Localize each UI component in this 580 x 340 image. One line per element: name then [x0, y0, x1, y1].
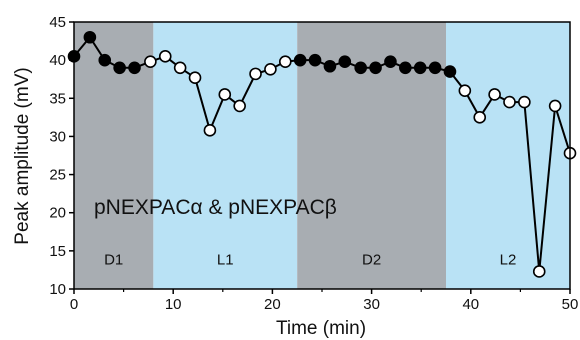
- data-point-filled: [308, 53, 322, 67]
- data-point-filled: [428, 61, 442, 75]
- y-axis-title: Peak amplitude (mV): [12, 67, 33, 244]
- series-layer: [67, 30, 577, 278]
- data-point-open: [503, 95, 516, 109]
- data-point-open: [458, 84, 472, 97]
- data-point-open: [473, 111, 487, 124]
- data-point-filled: [338, 55, 352, 68]
- y-tick-label: 15: [49, 243, 66, 260]
- y-tick-label: 25: [49, 167, 66, 184]
- data-point-open: [158, 50, 172, 63]
- region-label-d1: D1: [104, 252, 123, 269]
- x-tick-label: 0: [70, 296, 78, 313]
- data-point-filled: [113, 61, 126, 75]
- x-tick-label: 20: [264, 296, 281, 313]
- data-point-filled: [443, 65, 457, 78]
- data-point-filled: [98, 53, 112, 67]
- data-point-open: [188, 71, 202, 84]
- chart-annotation: pNEXPACα & pNEXPACβ: [94, 196, 337, 219]
- data-point-filled: [323, 59, 337, 73]
- y-tick-label: 45: [49, 14, 66, 31]
- data-point-open: [518, 95, 531, 109]
- region-label-l1: L1: [217, 252, 234, 269]
- y-tick-label: 20: [49, 205, 66, 222]
- data-point-open: [249, 67, 262, 81]
- data-point-filled: [413, 61, 427, 75]
- data-point-open: [548, 99, 562, 113]
- x-tick-label: 50: [562, 296, 579, 313]
- y-tick-label: 10: [49, 281, 66, 298]
- data-point-open: [233, 99, 246, 113]
- data-point-open: [173, 61, 187, 75]
- data-point-filled: [399, 61, 412, 75]
- data-point-open: [218, 88, 232, 101]
- data-point-open: [488, 88, 501, 101]
- region-d1: [74, 22, 154, 289]
- data-point-filled: [293, 53, 307, 67]
- x-axis-title: Time (min): [276, 318, 366, 339]
- y-tick-label: 35: [49, 90, 66, 107]
- data-point-filled: [369, 61, 382, 75]
- data-point-filled: [83, 30, 97, 44]
- region-l1: [153, 22, 298, 289]
- data-point-open: [532, 265, 546, 278]
- series-line: [73, 36, 571, 273]
- x-tick-label: 40: [462, 296, 479, 313]
- data-point-open: [203, 124, 217, 137]
- region-labels: D1 L1 D2 L2: [104, 252, 516, 269]
- y-tick-label: 40: [49, 52, 66, 69]
- region-l2: [446, 22, 570, 289]
- data-point-filled: [128, 61, 141, 75]
- data-point-open: [264, 62, 277, 76]
- data-point-filled: [354, 61, 367, 75]
- y-tick-label: 30: [49, 128, 66, 145]
- x-tick-label: 10: [165, 296, 182, 313]
- region-label-l2: L2: [500, 252, 517, 269]
- data-point-open: [144, 55, 157, 68]
- data-point-filled: [384, 55, 397, 68]
- data-point-open: [278, 55, 292, 68]
- region-label-d2: D2: [362, 252, 381, 269]
- x-tick-label: 30: [363, 296, 380, 313]
